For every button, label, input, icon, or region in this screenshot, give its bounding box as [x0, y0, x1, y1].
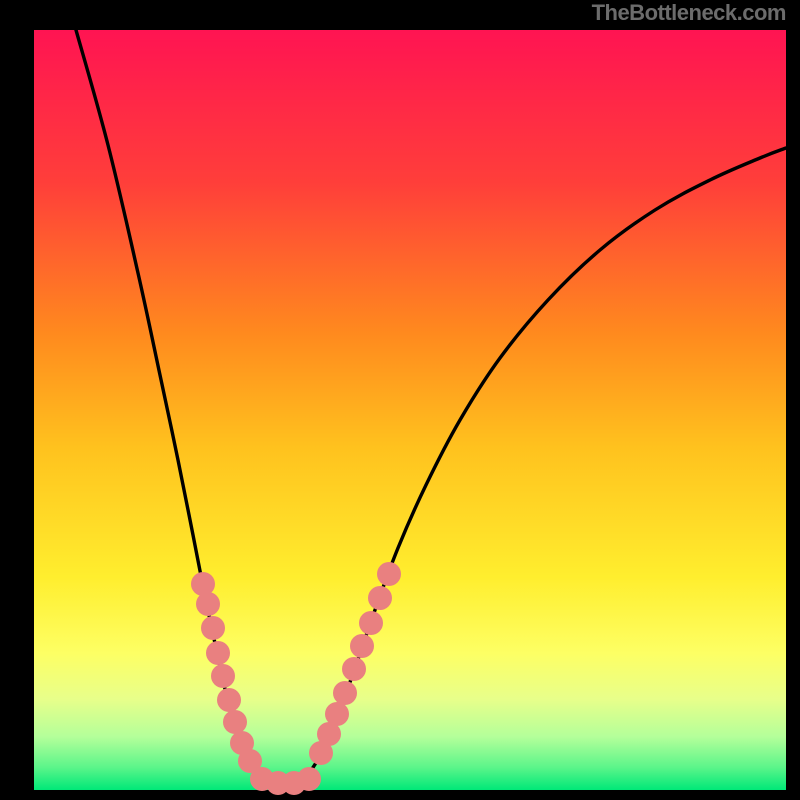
data-marker [217, 688, 241, 712]
data-marker [342, 657, 366, 681]
bottleneck-chart: TheBottleneck.com [0, 0, 800, 800]
data-marker [196, 592, 220, 616]
chart-svg [0, 0, 800, 800]
data-marker [223, 710, 247, 734]
data-marker [297, 767, 321, 791]
plot-background [34, 30, 786, 790]
data-marker [201, 616, 225, 640]
watermark-text: TheBottleneck.com [592, 0, 786, 26]
data-marker [377, 562, 401, 586]
data-marker [325, 702, 349, 726]
data-marker [359, 611, 383, 635]
data-marker [191, 572, 215, 596]
data-marker [368, 586, 392, 610]
data-marker [211, 664, 235, 688]
data-marker [206, 641, 230, 665]
data-marker [333, 681, 357, 705]
data-marker [350, 634, 374, 658]
